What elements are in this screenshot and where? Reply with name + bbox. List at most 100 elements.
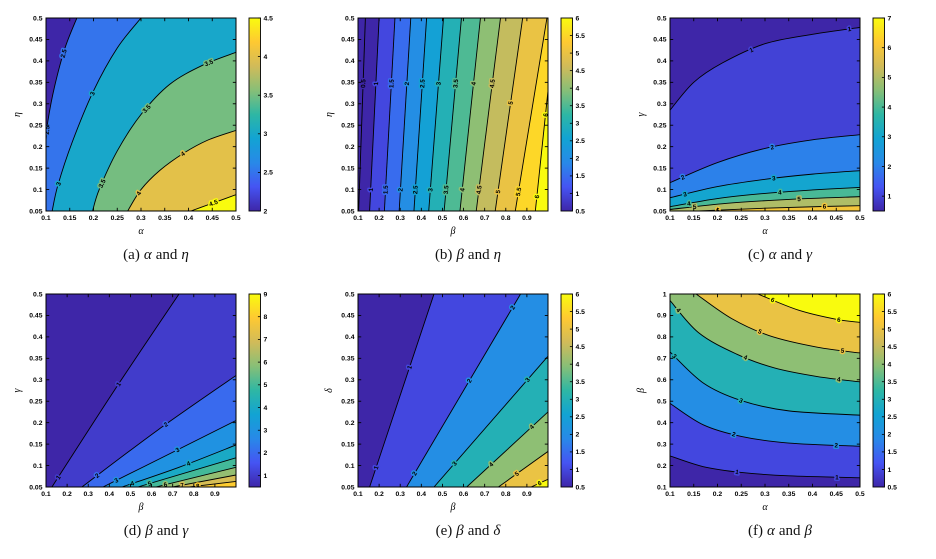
contour-plot-c: 1122334455660.10.150.20.250.30.350.40.45… [636,15,892,237]
contour-label: 2.5 [412,185,420,195]
colorbar-tick-label: 5.5 [576,309,586,316]
caption-index: (c) [747,247,765,263]
y-tick-label: 0.5 [345,15,355,22]
colorbar-tick-label: 1.5 [888,449,898,456]
caption-var2: γ [182,523,189,539]
contour-label: 3 [175,446,182,454]
x-tick-label: 0.9 [522,215,532,222]
colorbar-tick-label: 6 [888,291,892,298]
y-tick-label: 0.5 [657,15,667,22]
contour-line [398,18,412,211]
colorbar-tick-label: 2.5 [576,414,586,421]
x-tick-label: 0.4 [808,215,818,222]
x-tick-label: 0.3 [395,215,405,222]
plot-border [357,293,549,488]
contour-label: 2 [509,304,517,311]
colorbar-gradient [560,17,573,212]
contour-label: 0.5 [360,79,367,88]
y-tick-label: 0.3 [33,377,43,384]
caption-conj: and [467,247,490,263]
contour-label: 3 [772,175,777,182]
plot-border [45,293,237,488]
contour-label: 7 [180,482,185,490]
contour-label: 4 [488,461,496,469]
colorbar-tick-label: 4.5 [888,344,898,351]
x-tick-label: 0.9 [522,491,532,498]
x-tick-label: 0.3 [83,491,93,498]
contour-label: 4 [529,423,537,431]
contour-line [494,18,524,211]
colorbar-tick-label: 4 [576,85,580,92]
contour-label: 1 [406,364,414,370]
contour-label: 2 [731,431,737,439]
x-tick-label: 0.1 [353,215,363,222]
y-tick-label: 0.3 [345,101,355,108]
contour-label: 8 [196,483,201,490]
y-tick-label: 0.25 [341,399,354,406]
axes: 0.1 0.15 0.2 0.25 0.3 0.35 0.4 0.45 0.50.050.10.… [12,15,241,237]
caption-var2: γ [806,247,813,263]
caption-conj: and [780,247,803,263]
y-axis-label: β [636,388,647,394]
caption-var2: η [493,247,502,263]
colorbar-tick-label: 7 [264,337,268,344]
panel-e: 1 1 2 2 2 3 3 4 4 5 6 0.1 0.2 0.3 0.4 0.5 0.6 0.7 0.8 0.9 0.… [312,282,624,544]
contour-label: 5 [757,328,764,336]
panel-f: 1 1 2 2 3 3 4 4 4 5 5 6 6 0.1 0.15 0.2 0.25 0.3 0.35 0.4 0.4… [624,282,936,544]
colorbar-tick-label: 2 [264,450,268,457]
contour-label: 5 [508,100,515,105]
colorbar-tick-label: 4.5 [576,68,586,75]
colorbar-tick-label: 6 [576,15,580,22]
y-tick-label: 0.5 [33,291,43,298]
x-tick-label: 0.15 [63,215,76,222]
contour-label: 3 [55,181,63,187]
panel-a: 2.5 2.5 3 3 3.5 3.5 3.5 4 4 4.5 0.1 0.15 0.2 0.25 0.3 0… [0,6,312,268]
contour-plot-e: 1 1 2 2 2 3 3 4 4 5 6 0.1 0.2 0.3 0.4 0.5 0.6 0.7 0.8 0.9 0.… [324,291,586,513]
contour-line [530,478,548,487]
colorbar-tick-label: 3.5 [888,379,898,386]
colorbar-tick-label: 4 [264,54,268,61]
colorbar-tick-label: 6 [888,45,892,52]
contour-label: 5 [514,470,521,478]
colorbar-tick-label: 4 [576,361,580,368]
contour-label: 2 [398,187,405,191]
contour-label: 2 [411,470,419,477]
contour-label: 3.5 [452,79,460,89]
x-axis-label: α [762,502,768,513]
contour-line [670,170,860,199]
x-tick-label: 0.2 [374,215,384,222]
x-tick-label: 0.4 [417,491,427,498]
y-tick-label: 0.1 [345,463,355,470]
contour-label: 3 [738,397,745,405]
colorbar-tick-label: 5 [888,75,892,82]
x-tick-label: 0.3 [136,215,146,222]
x-tick-label: 0.6 [147,491,157,498]
colorbar: 2 2.5 3 3.5 4 4.5 [248,15,274,215]
contour-label: 3 [524,376,532,384]
contour-line [358,18,366,211]
y-tick-label: 0.45 [29,313,42,320]
contour-label: 5 [797,196,801,203]
caption-var2: η [181,247,189,263]
contour-label: 3 [89,90,97,96]
contour-line [498,451,548,487]
caption-conj: and [467,523,490,539]
contour-label: 4.5 [476,185,484,195]
colorbar-tick-label: 1 [888,193,892,200]
panel-b: 0.5 1 1 1.5 1.5 2 2 2.5 2.5 3 3 3.5 3.5 4 4 4.5 4.5 5 5 5.5… [312,6,624,268]
y-tick-label: 0.1 [33,463,43,470]
colorbar-tick-label: 3 [888,134,892,141]
colorbar-tick-label: 2.5 [576,138,586,145]
axes: 0.1 0.2 0.3 0.4 0.5 0.6 0.7 0.8 0.90.050.10.150.… [324,15,549,237]
x-tick-label: 0.2 [713,491,723,498]
contour-label: 6 [163,481,169,489]
colorbar-gradient [872,293,885,488]
contour-label: 1 [115,381,123,388]
contour-line [189,480,236,487]
caption-conj: and [156,523,179,539]
contour-label: 4 [180,150,187,158]
colorbar-tick-label: 2 [576,432,580,439]
colorbar-tick-label: 2.5 [264,170,274,177]
colorbar-tick-label: 1.5 [576,449,586,456]
contour-label: 4 [778,189,782,196]
